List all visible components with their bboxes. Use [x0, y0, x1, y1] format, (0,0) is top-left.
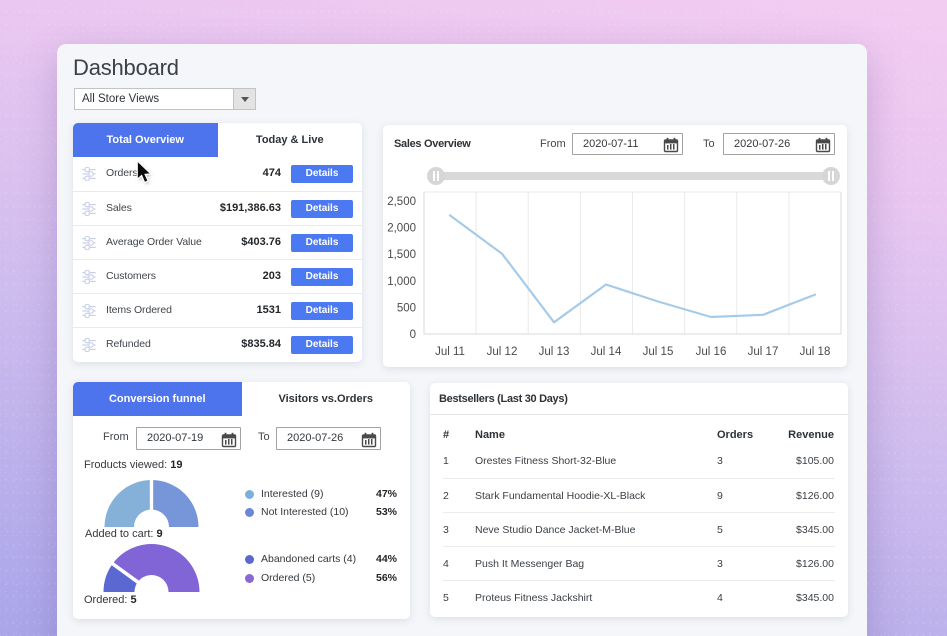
- svg-text:2,500: 2,500: [387, 196, 416, 208]
- svg-text:1,500: 1,500: [387, 249, 416, 261]
- svg-text:Jul 12: Jul 12: [487, 346, 518, 358]
- svg-text:1,000: 1,000: [387, 276, 416, 288]
- svg-text:2,000: 2,000: [387, 223, 416, 235]
- svg-text:Jul 18: Jul 18: [800, 346, 831, 358]
- svg-text:Jul 15: Jul 15: [643, 346, 674, 358]
- svg-text:Jul 17: Jul 17: [748, 346, 779, 358]
- svg-text:Jul 11: Jul 11: [435, 346, 465, 358]
- svg-text:0: 0: [410, 329, 416, 341]
- svg-text:Jul 13: Jul 13: [539, 346, 570, 358]
- svg-text:Jul 14: Jul 14: [591, 346, 622, 358]
- svg-text:500: 500: [397, 302, 416, 314]
- svg-text:Jul 16: Jul 16: [696, 346, 727, 358]
